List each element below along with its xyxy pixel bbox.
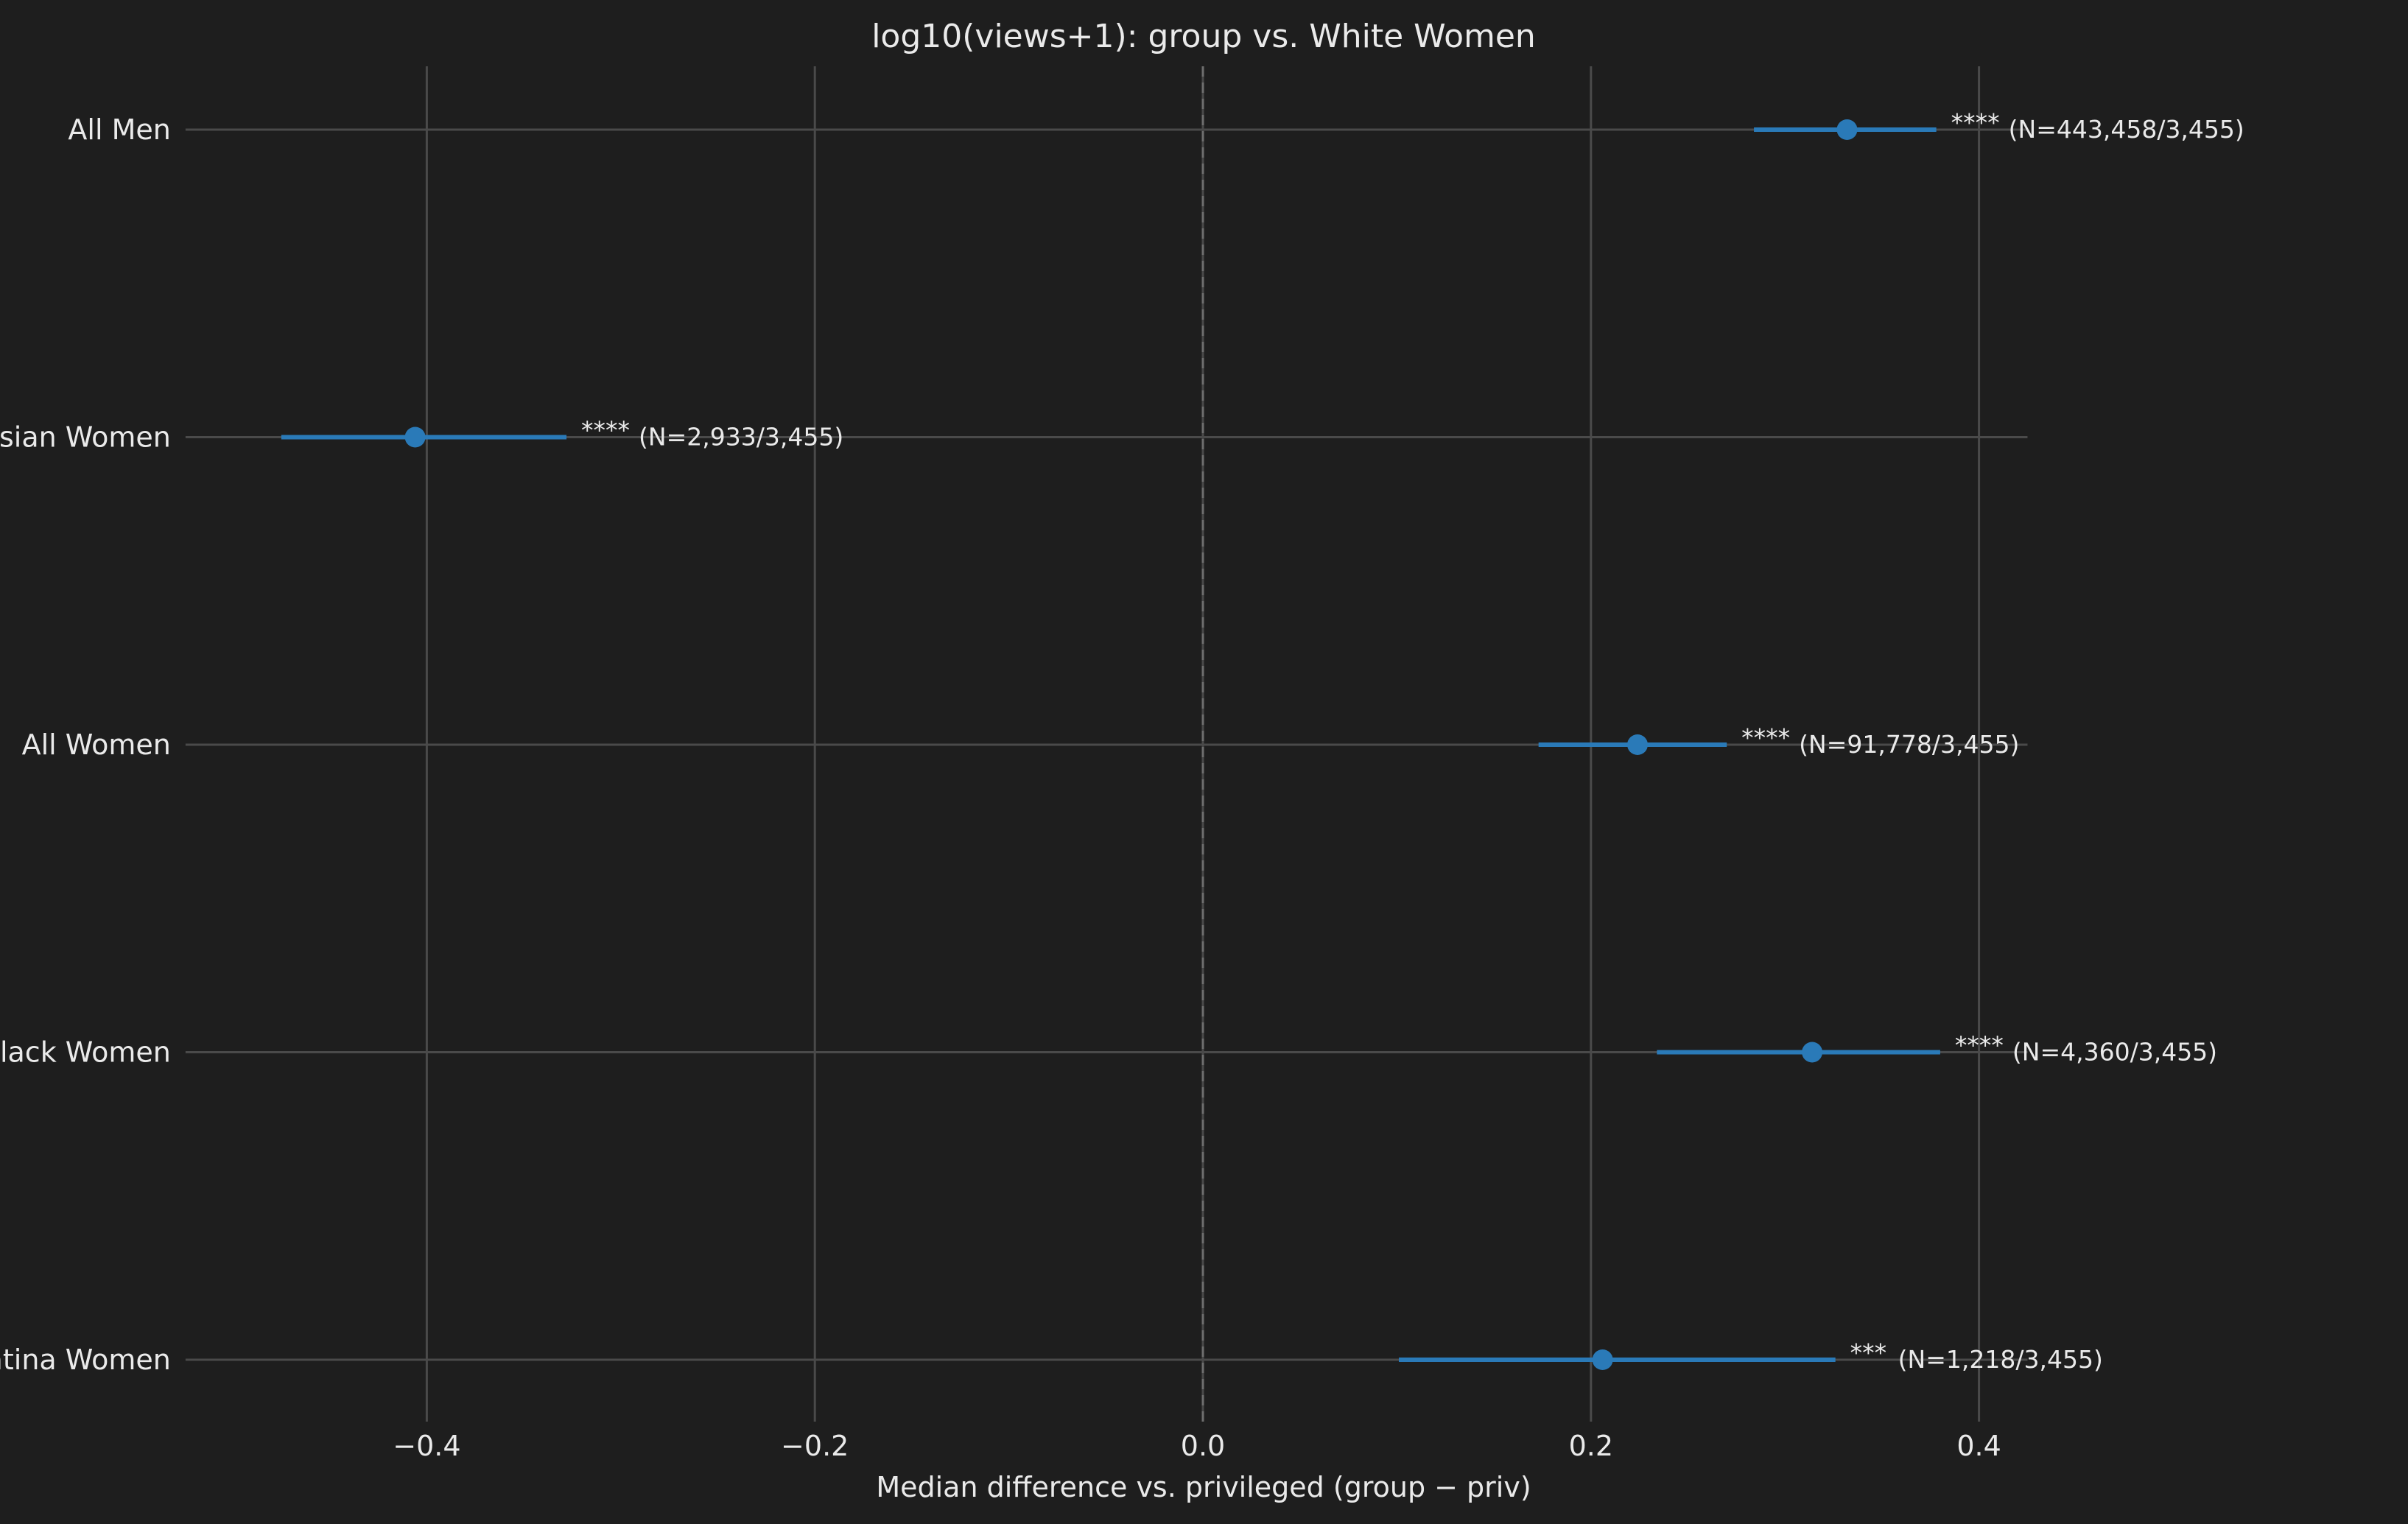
sample-size-label: (N=1,218/3,455)	[1898, 1345, 2103, 1374]
marks-layer	[281, 119, 1940, 1370]
x-tick-labels: −0.4 −0.2 0.0 0.2 0.4	[393, 1430, 2001, 1462]
median-point	[404, 426, 426, 448]
y-tick-label: All Women	[22, 728, 171, 761]
x-tick-label: −0.4	[393, 1430, 460, 1462]
y-tick-label: Black Women	[0, 1036, 171, 1069]
x-axis-label: Median difference vs. privileged (group …	[876, 1471, 1531, 1503]
significance-label: ***	[1850, 1338, 1887, 1367]
x-tick-label: 0.2	[1569, 1430, 1613, 1462]
y-tick-label: Latina Women	[0, 1344, 171, 1376]
x-tick-label: 0.4	[1956, 1430, 2001, 1462]
x-tick-label: −0.2	[781, 1430, 849, 1462]
sample-size-label: (N=91,778/3,455)	[1799, 730, 2019, 759]
annotations: **** (N=443,458/3,455) **** (N=2,933/3,455)…	[581, 108, 2244, 1374]
significance-label: ****	[1741, 723, 1790, 752]
median-point	[1802, 1042, 1823, 1063]
chart-title: log10(views+1): group vs. White Women	[871, 18, 1536, 55]
y-tick-labels: All Men Asian Women All Women Black Women La…	[0, 113, 171, 1376]
significance-label: ****	[1955, 1031, 2004, 1060]
x-tick-label: 0.0	[1181, 1430, 1225, 1462]
median-point	[1836, 119, 1858, 140]
y-tick-label: All Men	[68, 113, 170, 146]
sample-size-label: (N=443,458/3,455)	[2009, 115, 2244, 144]
sample-size-label: (N=2,933/3,455)	[639, 423, 843, 452]
y-tick-label: Asian Women	[0, 421, 171, 454]
sample-size-label: (N=4,360/3,455)	[2012, 1038, 2217, 1067]
median-point	[1592, 1349, 1613, 1370]
median-point	[1627, 734, 1649, 755]
significance-label: ****	[581, 416, 630, 445]
significance-label: ****	[1951, 108, 2000, 137]
